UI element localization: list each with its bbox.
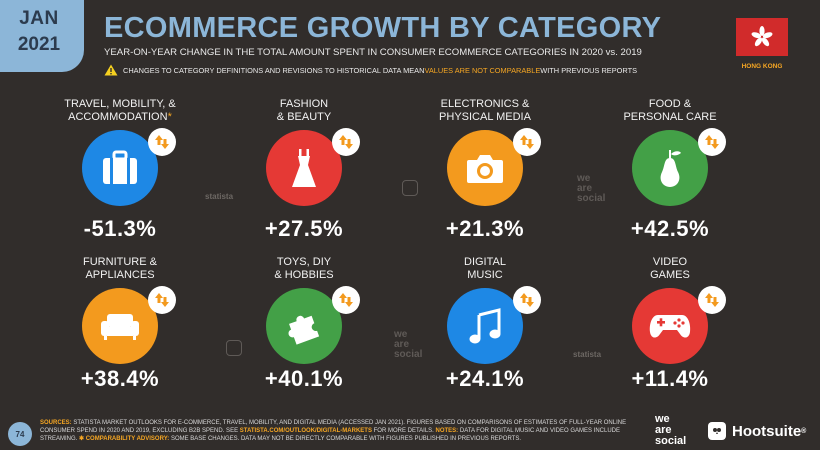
wearesocial-watermark: we are social: [577, 173, 606, 204]
category-value: +24.1%: [445, 366, 525, 391]
puzzle-icon: [288, 315, 320, 345]
category-fashion: FASHION & BEAUTY +27.5%: [224, 98, 384, 241]
warning-text-c: WITH PREVIOUS REPORTS: [540, 65, 638, 75]
date-year: 2021: [17, 34, 61, 55]
owl-watermark-icon: [226, 340, 242, 356]
page-title: ECOMMERCE GROWTH BY CATEGORY: [104, 12, 662, 44]
category-furniture: FURNITURE & APPLIANCES +38.4%: [40, 256, 200, 391]
category-label: FURNITURE & APPLIANCES: [83, 256, 157, 281]
category-label: FASHION & BEAUTY: [276, 98, 332, 123]
dress-icon: [292, 149, 316, 187]
category-circle: [447, 130, 523, 206]
category-label: TRAVEL, MOBILITY, & ACCOMMODATION*: [64, 98, 176, 123]
pear-icon: [660, 150, 681, 187]
category-circle: [82, 130, 158, 206]
statista-watermark: statista: [573, 350, 602, 359]
category-value: +21.3%: [445, 216, 525, 241]
trend-arrows-icon: [513, 128, 541, 156]
category-value: +11.4%: [631, 366, 709, 391]
category-value: +40.1%: [264, 366, 344, 391]
warning-text-b: VALUES ARE NOT COMPARABLE: [424, 65, 541, 75]
date-month: JAN: [19, 8, 59, 29]
wearesocial-watermark: we are social: [394, 329, 423, 360]
category-games: VIDEO GAMES +11.4%: [590, 256, 750, 391]
category-value: -51.3%: [83, 216, 157, 241]
sources-note: SOURCES: STATISTA MARKET OUTLOOKS FOR E-…: [40, 420, 627, 443]
category-toys: TOYS, DIY & HOBBIES +40.1%: [224, 256, 384, 391]
trend-arrows-icon: [698, 128, 726, 156]
sofa-icon: [101, 314, 139, 340]
warning-icon: [104, 64, 118, 76]
category-electronics: ELECTRONICS & PHYSICAL MEDIA +21.3%: [405, 98, 565, 241]
category-circle: [266, 288, 342, 364]
category-food: FOOD & PERSONAL CARE +42.5%: [590, 98, 750, 241]
wearesocial-logo: we are social: [655, 413, 687, 447]
trend-arrows-icon: [332, 286, 360, 314]
gamepad-icon: [649, 315, 691, 338]
page-number: 74: [8, 422, 32, 446]
category-label: DIGITAL MUSIC: [464, 256, 506, 281]
trend-arrows-icon: [698, 286, 726, 314]
camera-icon: [467, 155, 503, 183]
warning-text-a: CHANGES TO CATEGORY DEFINITIONS AND REVI…: [123, 65, 425, 75]
category-value: +38.4%: [80, 366, 160, 391]
category-circle: [82, 288, 158, 364]
owl-watermark-icon: [402, 180, 418, 196]
warning-note: CHANGES TO CATEGORY DEFINITIONS AND REVI…: [104, 64, 637, 76]
category-circle: [632, 130, 708, 206]
category-value: +42.5%: [630, 216, 710, 241]
trend-arrows-icon: [332, 128, 360, 156]
category-circle: [447, 288, 523, 364]
footer: 74 SOURCES: STATISTA MARKET OUTLOOKS FOR…: [0, 400, 820, 450]
category-label: VIDEO GAMES: [650, 256, 690, 281]
category-value: +27.5%: [264, 216, 344, 241]
category-label: TOYS, DIY & HOBBIES: [274, 256, 334, 281]
hootsuite-logo: Hootsuite ®: [708, 422, 806, 440]
music-note-icon: [469, 308, 501, 344]
trend-arrows-icon: [148, 128, 176, 156]
category-circle: [632, 288, 708, 364]
category-travel: TRAVEL, MOBILITY, & ACCOMMODATION* -51.3…: [40, 98, 200, 241]
trend-arrows-icon: [513, 286, 541, 314]
category-label: ELECTRONICS & PHYSICAL MEDIA: [439, 98, 531, 123]
statista-watermark: statista: [205, 192, 234, 201]
trend-arrows-icon: [148, 286, 176, 314]
owl-icon: [708, 422, 726, 440]
category-music: DIGITAL MUSIC +24.1%: [405, 256, 565, 391]
category-circle: [266, 130, 342, 206]
category-label: FOOD & PERSONAL CARE: [623, 98, 717, 123]
country-label: HONG KONG: [741, 63, 783, 70]
date-badge: JAN 2021: [0, 0, 84, 72]
hong-kong-flag-icon: [736, 18, 788, 56]
page-subtitle: YEAR-ON-YEAR CHANGE IN THE TOTAL AMOUNT …: [104, 47, 642, 58]
luggage-icon: [103, 150, 137, 184]
